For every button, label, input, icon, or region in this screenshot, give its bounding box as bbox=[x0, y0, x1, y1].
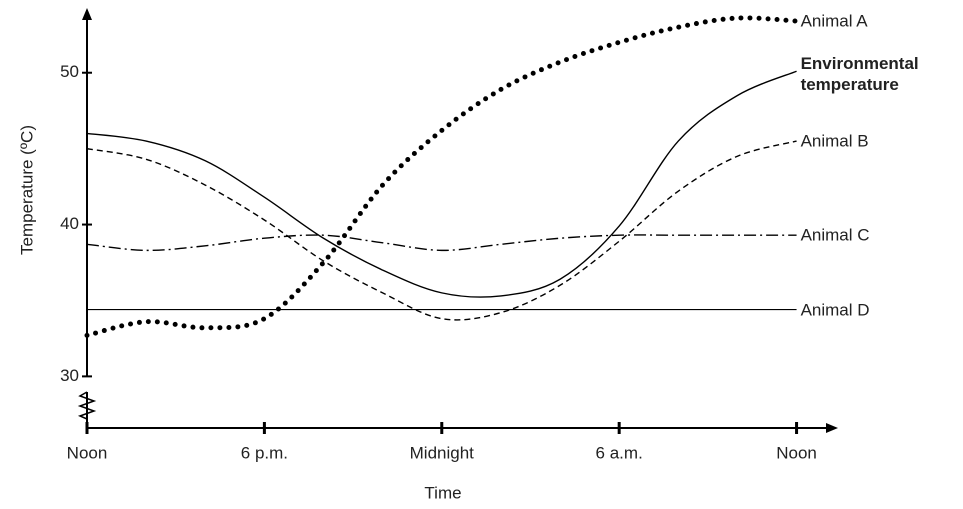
x-tick-label: Noon bbox=[67, 443, 108, 462]
x-tick-label: 6 p.m. bbox=[241, 443, 288, 462]
series-label: Animal C bbox=[800, 225, 870, 245]
series-label: Environmental temperature bbox=[800, 54, 919, 95]
x-tick-label: Noon bbox=[776, 443, 817, 462]
axis-break bbox=[77, 391, 97, 420]
y-tick-label: 30 bbox=[60, 366, 79, 385]
y-tick-label: 40 bbox=[60, 214, 79, 233]
x-axis-arrow bbox=[826, 423, 838, 433]
x-axis-title: Time bbox=[424, 483, 461, 502]
series-label: Animal B bbox=[800, 131, 869, 151]
y-axis-title: Temperature (ºC) bbox=[17, 125, 36, 255]
y-axis-arrow bbox=[82, 8, 92, 20]
series-line bbox=[86, 70, 797, 298]
series-label: Animal A bbox=[800, 11, 868, 31]
series-line bbox=[86, 234, 797, 252]
x-tick-label: Midnight bbox=[410, 443, 475, 462]
series-line bbox=[84, 15, 800, 338]
y-tick-label: 50 bbox=[60, 62, 79, 81]
series-line bbox=[86, 140, 797, 321]
series-label: Animal D bbox=[800, 300, 870, 320]
x-tick-label: 6 a.m. bbox=[596, 443, 643, 462]
